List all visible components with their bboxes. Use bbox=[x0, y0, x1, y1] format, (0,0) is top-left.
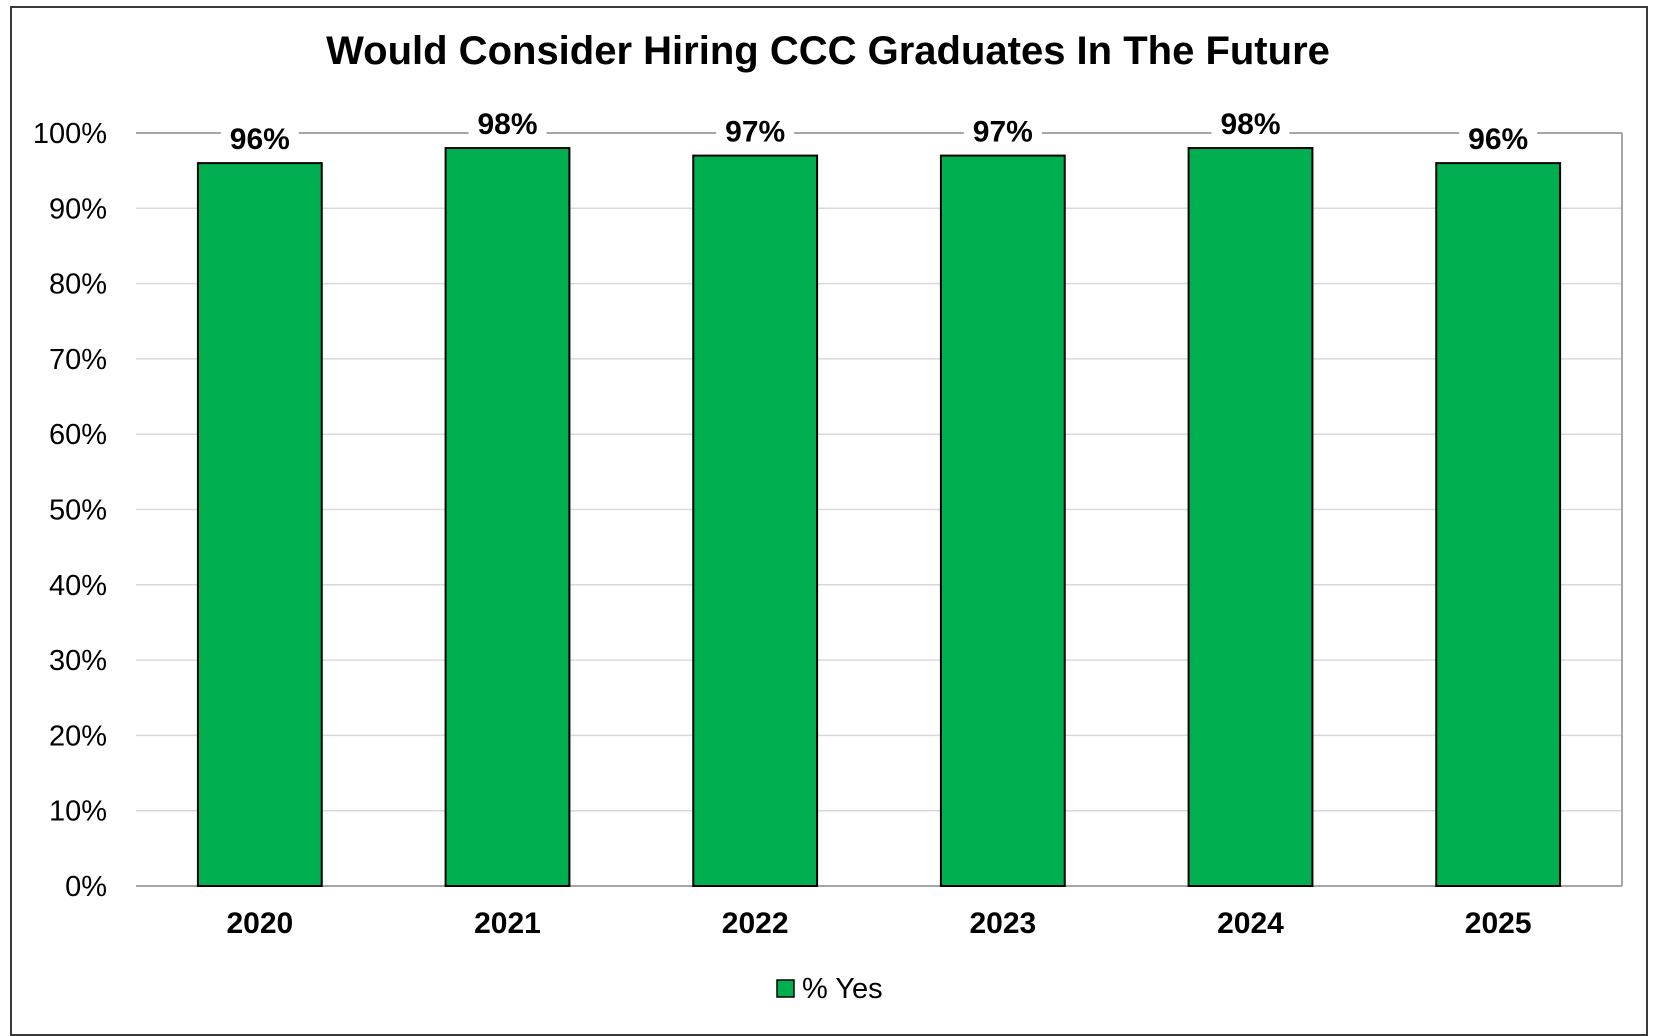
data-label-bg bbox=[468, 106, 547, 141]
data-label: 97% bbox=[725, 116, 785, 149]
x-tick-label: 2022 bbox=[722, 907, 789, 940]
data-label: 96% bbox=[230, 123, 290, 156]
data-label-bg bbox=[220, 121, 299, 156]
data-label-bg bbox=[1459, 121, 1538, 156]
y-tick-label: 90% bbox=[49, 193, 107, 225]
x-tick-label: 2023 bbox=[969, 907, 1036, 940]
bar bbox=[444, 147, 571, 887]
bar bbox=[1187, 147, 1314, 887]
data-labels: 96% 98% 97% 97% 98% 96% bbox=[220, 106, 1538, 156]
bars bbox=[196, 147, 1562, 887]
y-tick-label: 100% bbox=[33, 118, 107, 150]
data-label: 96% bbox=[1468, 123, 1528, 156]
y-tick-label: 50% bbox=[49, 495, 107, 527]
y-axis-ticks: 0% 10% 20% 30% 40% 50% 60% 70% 80% 90% 100% bbox=[33, 118, 107, 903]
chart-title: Would Consider Hiring CCC Graduates In T… bbox=[326, 29, 1330, 73]
y-tick-label: 70% bbox=[49, 344, 107, 376]
bar bbox=[692, 154, 819, 887]
legend: % Yes bbox=[776, 973, 883, 1005]
legend-label: % Yes bbox=[802, 973, 883, 1005]
y-tick-label: 20% bbox=[49, 720, 107, 752]
y-tick-label: 80% bbox=[49, 269, 107, 301]
data-label-bg bbox=[1211, 106, 1290, 141]
y-tick-label: 30% bbox=[49, 645, 107, 677]
data-label: 98% bbox=[477, 108, 537, 141]
data-label: 98% bbox=[1220, 108, 1280, 141]
bar bbox=[1435, 162, 1562, 887]
y-tick-label: 60% bbox=[49, 419, 107, 451]
grid-lines bbox=[136, 132, 1623, 887]
data-label: 97% bbox=[973, 116, 1033, 149]
legend-swatch bbox=[776, 979, 795, 998]
x-tick-label: 2020 bbox=[226, 907, 293, 940]
x-tick-label: 2021 bbox=[474, 907, 541, 940]
bar bbox=[939, 154, 1066, 887]
y-tick-label: 40% bbox=[49, 570, 107, 602]
y-tick-label: 0% bbox=[65, 871, 107, 903]
x-tick-label: 2025 bbox=[1465, 907, 1532, 940]
data-label-bg bbox=[963, 113, 1042, 148]
x-tick-label: 2024 bbox=[1217, 907, 1284, 940]
y-tick-label: 10% bbox=[49, 796, 107, 828]
data-label-bg bbox=[716, 113, 795, 148]
bar bbox=[196, 162, 323, 887]
x-axis-ticks: 2020 2021 2022 2023 2024 2025 bbox=[226, 907, 1531, 940]
